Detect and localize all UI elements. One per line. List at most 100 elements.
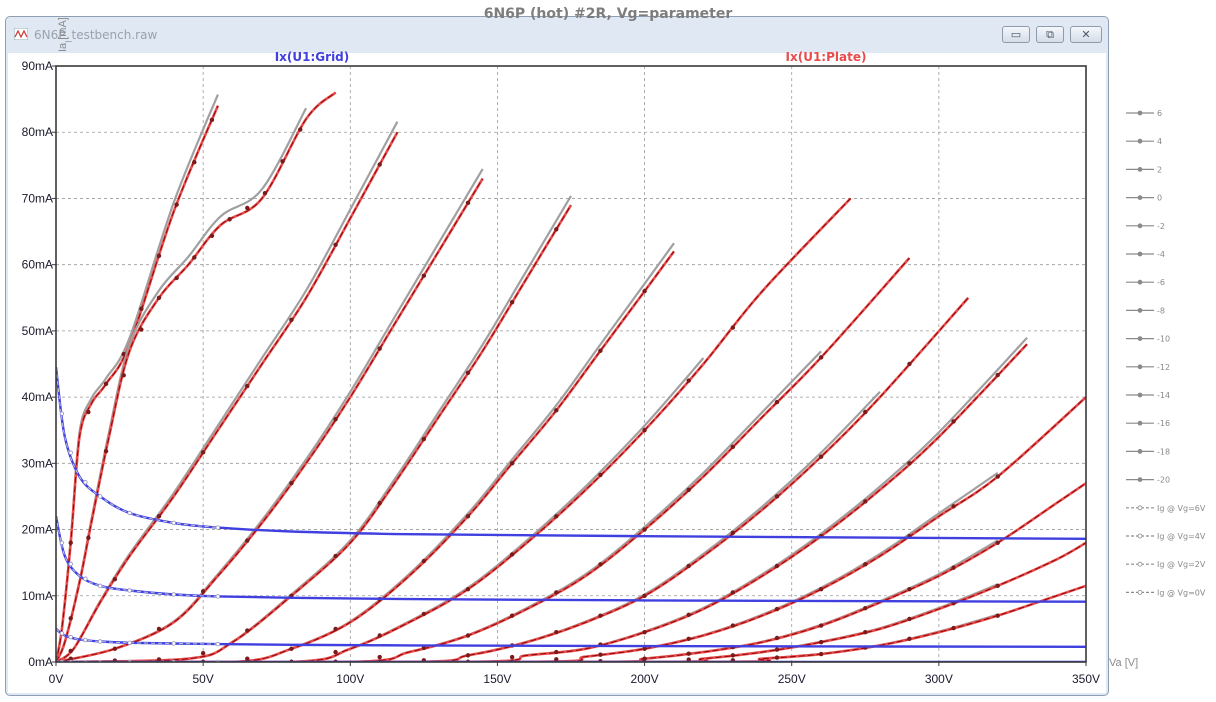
measured-point bbox=[774, 399, 780, 405]
plate-curve-vg-2 bbox=[56, 204, 573, 662]
measured-point bbox=[554, 408, 559, 413]
measured-point bbox=[730, 530, 736, 536]
grid-measured-point bbox=[59, 631, 65, 636]
measured-point bbox=[730, 623, 736, 628]
measured-point bbox=[863, 630, 868, 635]
plate-curve-core-vg-16 bbox=[56, 482, 1086, 662]
measured-point bbox=[200, 450, 206, 455]
measured-point bbox=[509, 654, 515, 660]
plate-curve-core-vg-18 bbox=[56, 542, 1086, 662]
legend-marker bbox=[1137, 448, 1143, 454]
grid-trace-label[interactable]: Ix(U1:Grid) bbox=[275, 50, 350, 64]
measured-point bbox=[554, 630, 559, 635]
measured-point bbox=[686, 612, 691, 618]
measured-point bbox=[686, 487, 691, 493]
grid-measured-point bbox=[68, 450, 73, 455]
restore-button[interactable]: ⧉ bbox=[1036, 26, 1064, 43]
legend-marker bbox=[1137, 307, 1143, 313]
measured-point bbox=[818, 586, 824, 592]
grid-measured-point bbox=[215, 594, 221, 599]
close-button[interactable]: ✕ bbox=[1070, 26, 1102, 43]
measured-point bbox=[554, 227, 559, 232]
minimize-button[interactable]: ▭ bbox=[1002, 26, 1030, 43]
measured-point bbox=[86, 409, 91, 415]
x-tick-label: 300V bbox=[925, 672, 953, 686]
measured-point bbox=[686, 378, 691, 383]
measured-point bbox=[642, 656, 647, 661]
measured-point bbox=[509, 299, 515, 305]
measured-point bbox=[907, 616, 912, 622]
window-titlebar[interactable]: 6N6P_testbench.raw ▭ ⧉ ✕ bbox=[6, 17, 1108, 49]
plate-curve-core-vg-10 bbox=[56, 297, 969, 662]
plate-curve-core-vg6 bbox=[56, 105, 219, 662]
measured-point bbox=[642, 288, 647, 294]
grid-measured-point bbox=[215, 641, 221, 647]
legend-label: 2 bbox=[1157, 165, 1162, 174]
axes: 0V 50V 100V 150V 200V 250V 300V 350V 0mA 10mA 20mA… bbox=[22, 59, 1100, 686]
legend-label: -10 bbox=[1157, 335, 1170, 344]
measured-point bbox=[774, 563, 780, 569]
legend-label: -12 bbox=[1157, 363, 1170, 372]
x-tick-label: 150V bbox=[483, 672, 511, 686]
measured-point bbox=[951, 565, 956, 570]
x-tick-label: 0V bbox=[49, 672, 64, 686]
measured-point bbox=[774, 606, 780, 612]
measured-point bbox=[907, 461, 912, 466]
measured-point bbox=[103, 381, 109, 387]
grid-measured-point bbox=[127, 588, 132, 593]
plate-curve-core-vg-6 bbox=[56, 198, 851, 662]
measured-point bbox=[774, 647, 780, 652]
grid-measured-point bbox=[97, 583, 103, 589]
x-tick-label: 200V bbox=[631, 672, 659, 686]
grid-measured-point bbox=[171, 592, 176, 597]
measured-point bbox=[377, 500, 382, 506]
measured-point bbox=[289, 481, 294, 486]
measured-point bbox=[995, 540, 1000, 545]
measured-point bbox=[156, 295, 162, 300]
legend-marker bbox=[1137, 590, 1143, 595]
measured-point bbox=[421, 611, 427, 617]
measured-point bbox=[863, 409, 868, 415]
measured-point bbox=[907, 361, 912, 367]
legend-marker bbox=[1137, 533, 1143, 539]
measured-point bbox=[907, 586, 912, 592]
measured-point bbox=[68, 648, 73, 654]
legend-label: -6 bbox=[1157, 278, 1165, 287]
measured-point bbox=[333, 416, 338, 422]
measured-point bbox=[509, 461, 515, 466]
measured-point bbox=[818, 651, 824, 657]
measured-point bbox=[642, 428, 647, 433]
legend-marker bbox=[1137, 561, 1143, 567]
x-axis-label: Va [V] bbox=[1109, 657, 1138, 669]
legend-marker bbox=[1137, 477, 1143, 483]
measured-point bbox=[774, 635, 780, 641]
legend-marker bbox=[1137, 279, 1143, 285]
measured-point bbox=[818, 623, 824, 628]
grid-measured-vg6 bbox=[56, 367, 218, 529]
measured-point bbox=[730, 444, 736, 449]
measured-point bbox=[598, 348, 603, 353]
legend: 6 4 2 0 -2 -4 -6 -8 -10 -12 -14 -16 -18 -20 Ig @ Vg=6V… bbox=[1126, 109, 1206, 597]
y-tick-label: 30mA bbox=[22, 456, 53, 470]
measured-point bbox=[121, 373, 126, 378]
legend-label: -2 bbox=[1157, 222, 1165, 231]
grid-lines bbox=[56, 66, 1086, 662]
legend-marker bbox=[1137, 392, 1143, 398]
plate-trace-label[interactable]: Ix(U1:Plate) bbox=[786, 50, 867, 64]
legend-marker bbox=[1137, 166, 1143, 172]
legend-label: 0 bbox=[1157, 194, 1162, 203]
x-tick-label: 50V bbox=[192, 672, 213, 686]
legend-marker bbox=[1137, 110, 1143, 116]
legend-marker bbox=[1137, 505, 1143, 511]
grid-curve-vg4 bbox=[56, 516, 1086, 603]
y-tick-label: 70mA bbox=[22, 191, 53, 205]
plate-curve-vg-16 bbox=[56, 482, 1086, 662]
grid-measured-point bbox=[83, 637, 88, 643]
legend-marker bbox=[1137, 138, 1143, 144]
measured-point bbox=[642, 593, 647, 598]
measured-point bbox=[112, 577, 118, 582]
restore-icon: ⧉ bbox=[1046, 28, 1054, 41]
legend-label: -18 bbox=[1157, 447, 1170, 456]
measured-point bbox=[465, 370, 471, 376]
